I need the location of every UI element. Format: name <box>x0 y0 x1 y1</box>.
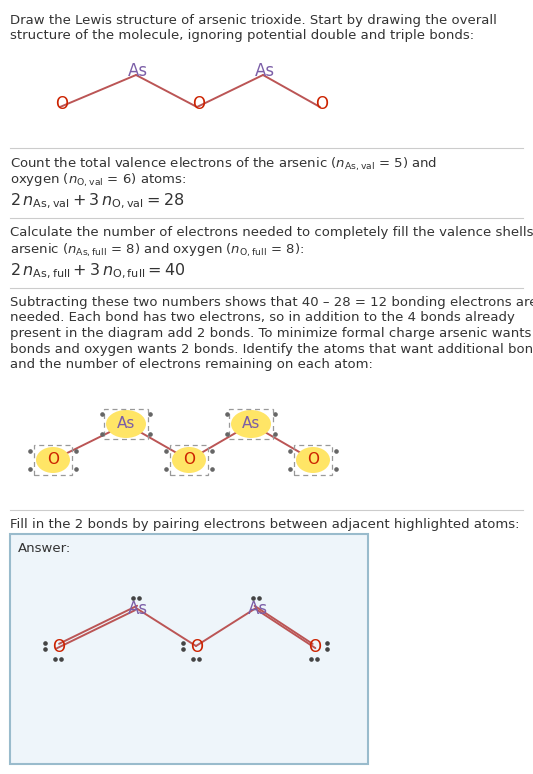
Text: O: O <box>308 638 321 656</box>
Text: needed. Each bond has two electrons, so in addition to the 4 bonds already: needed. Each bond has two electrons, so … <box>10 311 515 324</box>
Text: Draw the Lewis structure of arsenic trioxide. Start by drawing the overall: Draw the Lewis structure of arsenic trio… <box>10 14 497 27</box>
Ellipse shape <box>172 447 206 473</box>
Text: Calculate the number of electrons needed to completely fill the valence shells f: Calculate the number of electrons needed… <box>10 226 533 239</box>
Ellipse shape <box>36 447 70 473</box>
Bar <box>294 445 332 475</box>
Text: O: O <box>183 453 195 467</box>
Text: O: O <box>52 638 65 656</box>
Text: O: O <box>307 453 319 467</box>
Text: $2\,n_{\mathrm{As,full}} + 3\,n_{\mathrm{O,full}} = 40$: $2\,n_{\mathrm{As,full}} + 3\,n_{\mathrm… <box>10 262 185 281</box>
Bar <box>170 445 208 475</box>
Bar <box>229 409 273 439</box>
Ellipse shape <box>231 410 271 438</box>
Text: As: As <box>242 416 260 431</box>
Text: Answer:: Answer: <box>18 542 71 555</box>
Text: As: As <box>248 600 268 618</box>
Ellipse shape <box>106 410 146 438</box>
Text: O: O <box>192 95 205 113</box>
Text: As: As <box>128 600 148 618</box>
Text: As: As <box>117 416 135 431</box>
Text: O: O <box>190 638 203 656</box>
Text: O: O <box>315 95 328 113</box>
Bar <box>34 445 72 475</box>
Text: Fill in the 2 bonds by pairing electrons between adjacent highlighted atoms:: Fill in the 2 bonds by pairing electrons… <box>10 518 520 531</box>
Text: arsenic ($n_{\mathrm{As,full}}$ = 8) and oxygen ($n_{\mathrm{O,full}}$ = 8):: arsenic ($n_{\mathrm{As,full}}$ = 8) and… <box>10 241 304 259</box>
Text: bonds and oxygen wants 2 bonds. Identify the atoms that want additional bonds: bonds and oxygen wants 2 bonds. Identify… <box>10 343 533 355</box>
Text: O: O <box>47 453 59 467</box>
Text: structure of the molecule, ignoring potential double and triple bonds:: structure of the molecule, ignoring pote… <box>10 29 474 42</box>
Text: oxygen ($n_{\mathrm{O,val}}$ = 6) atoms:: oxygen ($n_{\mathrm{O,val}}$ = 6) atoms: <box>10 172 186 189</box>
Text: Count the total valence electrons of the arsenic ($n_{\mathrm{As,val}}$ = 5) and: Count the total valence electrons of the… <box>10 156 437 173</box>
Text: As: As <box>128 62 148 80</box>
Text: As: As <box>255 62 275 80</box>
Text: and the number of electrons remaining on each atom:: and the number of electrons remaining on… <box>10 358 373 371</box>
Text: O: O <box>55 95 68 113</box>
Text: present in the diagram add 2 bonds. To minimize formal charge arsenic wants 3: present in the diagram add 2 bonds. To m… <box>10 327 533 340</box>
Bar <box>104 409 148 439</box>
Text: $2\,n_{\mathrm{As,val}} + 3\,n_{\mathrm{O,val}} = 28$: $2\,n_{\mathrm{As,val}} + 3\,n_{\mathrm{… <box>10 192 184 211</box>
FancyBboxPatch shape <box>10 534 368 764</box>
Ellipse shape <box>296 447 330 473</box>
Text: Subtracting these two numbers shows that 40 – 28 = 12 bonding electrons are: Subtracting these two numbers shows that… <box>10 296 533 309</box>
